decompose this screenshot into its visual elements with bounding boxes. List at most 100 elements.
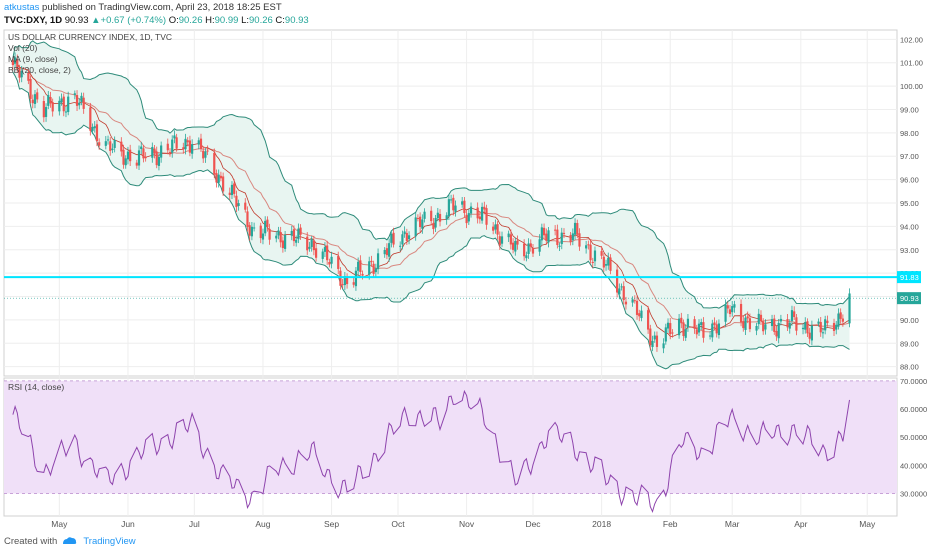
candle-body [337,256,340,269]
candle-body [775,330,778,337]
candle-body [235,195,238,207]
open-value: 90.26 [178,15,203,26]
candle-body [182,147,185,150]
candle-body [155,151,158,166]
candle-body [569,234,572,243]
candle-body [268,228,271,240]
candle-body [790,310,794,321]
candle-body [44,107,48,117]
candle-body [261,233,265,240]
rsi-tick-label: 40.0000 [900,461,927,470]
candle-body [297,228,300,240]
candle-body [638,313,641,317]
candle-body [345,277,349,285]
candle-body [538,239,541,252]
price-tick-label: 101.00 [900,59,923,68]
candle-body [746,316,749,319]
author-link[interactable]: atkustas [4,2,40,13]
candle-body [739,303,743,323]
bb-legend: BB (20, close, 2) [8,65,71,75]
candle-body [651,340,654,348]
candle-body [82,97,85,109]
candle-body [516,240,519,245]
x-tick-label: Apr [794,519,807,529]
candle-body [80,95,83,102]
candle-body [700,322,703,326]
last-price-label: 90.93 [900,294,919,303]
candle-body [620,286,623,288]
candle-body [430,210,433,222]
candle-body [494,224,497,230]
x-tick-label: Sep [324,519,339,529]
tradingview-logo-icon [63,537,77,544]
candle-body [715,324,718,334]
candle-body [591,261,594,263]
candle-body [250,226,254,237]
candle-body [62,96,65,112]
candle-body [770,319,774,327]
candle-body [126,151,130,160]
candle-body [562,232,566,234]
candle-body [343,276,346,286]
candle-body [222,176,225,192]
chart-area[interactable]: May Jun Jul Aug Sep Oct Nov Dec 2018 Feb Mar Apr May… [0,28,932,533]
candle-body [31,99,34,104]
candle-body [724,304,727,322]
candle-body [556,229,559,246]
candle-body [357,261,360,271]
candle-body [454,205,457,213]
candle-body [759,314,763,322]
x-tick-label: Feb [663,519,678,529]
candle-body [166,143,169,151]
candle-body [662,343,665,349]
candle-body [525,255,528,259]
candle-body [275,235,278,239]
price-tick-label: 97.00 [900,152,919,161]
candle-body [299,227,302,235]
candle-body [20,70,23,78]
candle-body [188,140,192,153]
candle-body [540,227,543,241]
candle-body [75,95,79,106]
candle-body [686,318,690,328]
candle-body [290,230,293,236]
candle-body [314,248,318,258]
candle-body [407,235,411,240]
candle-body [708,335,712,337]
candle-body [744,317,747,330]
candle-body [492,226,495,231]
candle-body [197,140,200,145]
candle-body [157,156,161,166]
candle-body [693,319,696,329]
candle-body [388,243,391,257]
candle-body [438,213,442,222]
candle-body [702,322,705,338]
candle-body [498,236,501,246]
candle-body [16,59,19,70]
candle-body [36,92,39,100]
candle-body [137,150,141,166]
candle-body [135,162,138,166]
candle-body [292,229,296,242]
published-text: published on TradingView.com, April 23, … [42,2,282,13]
candle-body [607,257,610,266]
candle-body [204,151,207,158]
candle-body [624,301,628,305]
x-tick-label: Nov [459,519,475,529]
tradingview-link[interactable]: TradingView [83,535,136,547]
candle-body [445,215,448,220]
candle-body [321,251,324,259]
candle-body [29,79,32,99]
candle-body [374,268,377,273]
candle-body [399,245,402,247]
chart-svg[interactable]: May Jun Jul Aug Sep Oct Nov Dec 2018 Feb Mar Apr May… [0,28,932,533]
candle-body [173,135,176,139]
price-change: +0.67 (+0.74%) [100,15,167,26]
candle-body [682,322,685,337]
x-tick-label: May [859,519,876,529]
candle-body [646,310,650,330]
quote-line: TVC:DXY, 1D 90.93 ▲+0.67 (+0.74%) O:90.2… [4,15,309,26]
candle-body [684,329,687,338]
candle-body [60,98,63,103]
candle-body [403,231,406,235]
